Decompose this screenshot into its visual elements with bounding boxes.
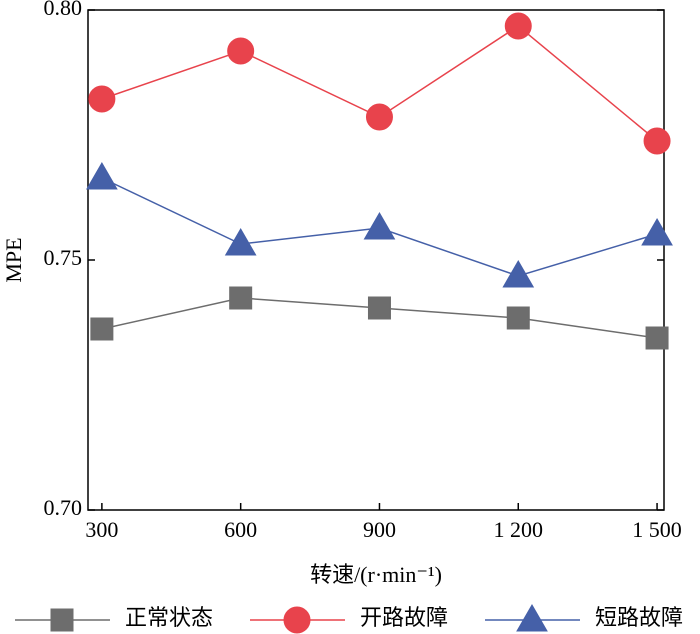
- marker: [365, 103, 393, 131]
- marker: [86, 161, 118, 190]
- marker: [641, 217, 673, 246]
- marker: [506, 306, 530, 330]
- marker: [90, 317, 114, 341]
- plot-frame: [87, 9, 665, 511]
- legend-marker: [516, 603, 548, 632]
- marker: [504, 12, 532, 40]
- legend-marker: [283, 606, 311, 634]
- x-tick-label: 300: [85, 517, 118, 542]
- y-axis-label: MPE: [1, 237, 26, 282]
- y-tick-label: 0.80: [44, 0, 83, 20]
- marker: [227, 37, 255, 65]
- y-tick-label: 0.70: [44, 495, 83, 520]
- y-tick-label: 0.75: [44, 245, 83, 270]
- marker: [363, 211, 396, 240]
- marker: [88, 85, 116, 113]
- marker: [645, 326, 669, 350]
- legend-label: 开路故障: [360, 605, 448, 630]
- marker: [229, 286, 253, 310]
- marker: [367, 296, 391, 320]
- marker: [643, 127, 671, 155]
- legend-label: 正常状态: [125, 605, 213, 630]
- marker: [502, 259, 535, 288]
- marker: [224, 227, 257, 256]
- legend-label: 短路故障: [595, 605, 683, 630]
- x-axis-label: 转速/(r·min⁻¹): [310, 562, 442, 587]
- x-tick-label: 1 200: [494, 517, 544, 542]
- x-tick-label: 900: [363, 517, 396, 542]
- x-tick-label: 1 500: [632, 517, 682, 542]
- x-tick-label: 600: [224, 517, 257, 542]
- legend-marker: [50, 608, 74, 632]
